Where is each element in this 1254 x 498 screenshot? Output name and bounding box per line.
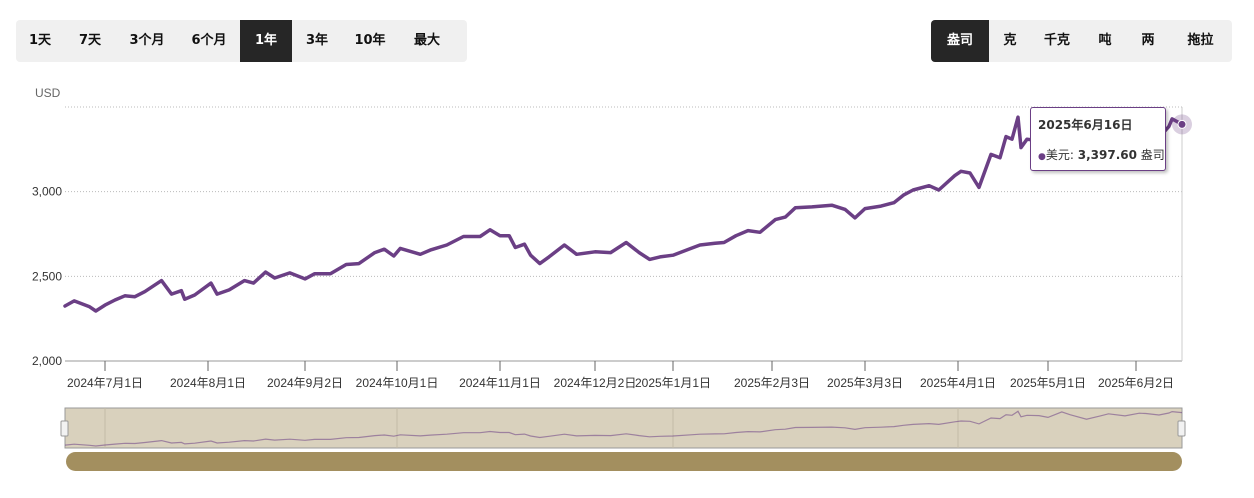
navigator-line (64, 410, 1183, 447)
range-button-3[interactable]: 6个月 (191, 33, 227, 48)
x-tick-label: 2024年9月2日 (267, 376, 343, 390)
x-tick-label: 2025年2月3日 (734, 376, 810, 390)
unit-button-0[interactable]: 盎司 (931, 20, 989, 62)
x-tick-label: 2024年8月1日 (170, 376, 246, 390)
navigator[interactable] (60, 407, 1186, 471)
unit-selector: 盎司克 千克 吨 两 拖拉 (931, 20, 1232, 62)
range-button-1[interactable]: 7天 (78, 33, 102, 48)
range-button-4[interactable]: 1年 (240, 20, 292, 62)
unit-button-5[interactable]: 拖拉 (1187, 33, 1214, 48)
x-tick-label: 2025年6月2日 (1098, 376, 1174, 390)
series-dot-icon: ● (1038, 152, 1046, 162)
unit-button-2[interactable]: 千克 (1043, 33, 1070, 48)
range-button-0[interactable]: 1天 (28, 33, 52, 48)
y-tick-label: 3,000 (32, 185, 62, 199)
x-tick-label: 2025年4月1日 (920, 376, 996, 390)
x-tick-label: 2024年7月1日 (67, 376, 143, 390)
x-tick-label: 2025年5月1日 (1010, 376, 1086, 390)
navigator-handle-left[interactable] (60, 420, 69, 437)
tooltip-value-row: ●美元: 3,397.60 盎司 (1038, 148, 1165, 162)
range-button-5[interactable]: 3年 (305, 33, 329, 48)
x-tick-label: 2024年10月1日 (356, 376, 439, 390)
tooltip: 2025年6月16日 ●美元: 3,397.60 盎司 (1030, 107, 1166, 171)
tooltip-date: 2025年6月16日 (1038, 118, 1133, 132)
unit-button-4[interactable]: 两 (1141, 33, 1155, 48)
x-tick-label: 2025年3月3日 (827, 376, 903, 390)
unit-button-1[interactable]: 克 (1003, 33, 1017, 48)
tooltip-value: 3,397.60 (1077, 148, 1137, 162)
y-tick-label: 2,500 (32, 269, 62, 283)
y-axis-unit-label: USD (35, 86, 61, 100)
y-tick-label: 2,000 (32, 354, 62, 368)
x-tick-label: 2025年1月1日 (635, 376, 711, 390)
range-button-2[interactable]: 3个月 (129, 33, 165, 48)
range-button-6[interactable]: 10年 (354, 33, 386, 48)
range-button-7[interactable]: 最大 (413, 33, 440, 48)
x-tick-label: 2024年11月1日 (459, 376, 541, 390)
tooltip-series: 美元 (1045, 148, 1070, 162)
x-tick-label: 2024年12月2日 (554, 376, 637, 390)
time-range-selector: 1天 7天 3个月 6个月 1年 3年 10年 最大 (16, 20, 467, 62)
unit-button-3[interactable]: 吨 (1098, 33, 1112, 48)
tooltip-unit: 盎司 (1140, 148, 1165, 162)
price-line (63, 115, 1184, 313)
navigator-handle-right[interactable] (1177, 420, 1186, 437)
scrollbar-thumb[interactable] (66, 452, 1182, 471)
hover-point[interactable] (1177, 119, 1187, 129)
